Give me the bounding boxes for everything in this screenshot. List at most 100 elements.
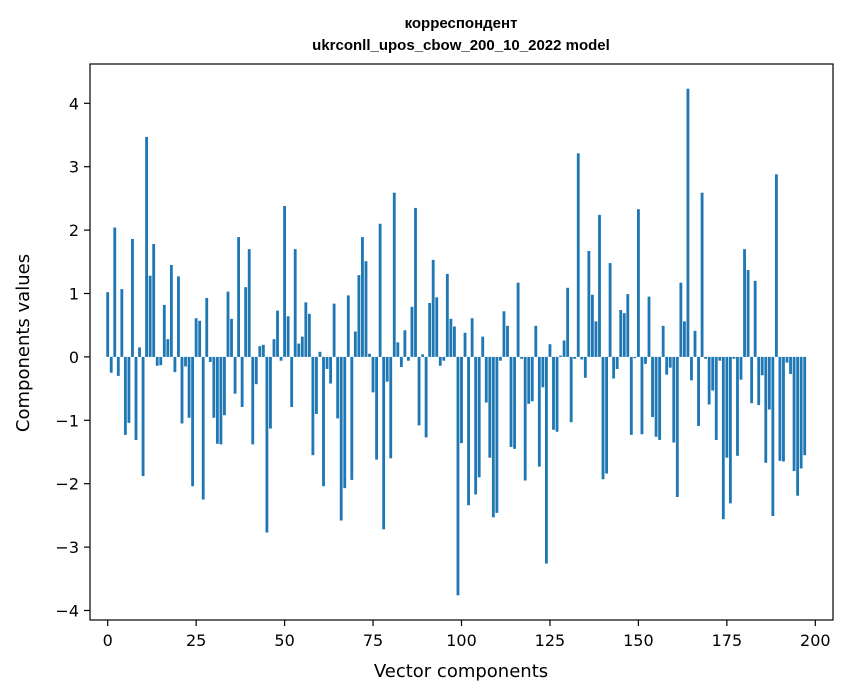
y-tick-label: −2 (55, 475, 79, 494)
bar-component-60 (318, 351, 322, 357)
bar-component-73 (364, 261, 368, 357)
x-tick-label: 175 (712, 631, 743, 650)
y-tick-label: −3 (55, 538, 79, 557)
bar-component-141 (605, 356, 608, 474)
bar-component-131 (569, 356, 573, 423)
bar-component-177 (732, 356, 736, 359)
bar-component-187 (767, 356, 771, 410)
bar-component-146 (622, 313, 626, 357)
bar-component-103 (470, 318, 474, 357)
bar-component-157 (661, 325, 665, 357)
bar-component-137 (590, 294, 594, 357)
x-tick-label: 75 (363, 631, 383, 650)
bar-component-58 (311, 356, 315, 456)
bar-component-95 (442, 356, 446, 361)
x-axis-ticks: 0 25 50 75 100 125 150 175 200 (103, 620, 831, 650)
bar-component-82 (396, 342, 400, 357)
bar-component-181 (746, 270, 750, 357)
bar-component-130 (566, 287, 570, 357)
bar-component-192 (785, 356, 789, 363)
bar-component-52 (290, 356, 294, 407)
bar-component-41 (251, 356, 255, 445)
bar-component-2 (113, 227, 117, 357)
bar-component-134 (580, 356, 584, 360)
bar-component-104 (474, 356, 478, 495)
bar-component-107 (484, 356, 488, 403)
bar-component-7 (131, 238, 134, 357)
bar-component-125 (548, 344, 552, 357)
bar-component-1 (109, 356, 113, 373)
bar-component-166 (693, 330, 697, 357)
bar-component-111 (499, 356, 502, 361)
bar-component-175 (725, 356, 729, 458)
bar-component-25 (194, 318, 198, 357)
bar-component-35 (230, 318, 233, 357)
bar-component-97 (449, 318, 453, 357)
bar-component-51 (286, 316, 290, 357)
bar-component-26 (198, 320, 202, 357)
bar-component-183 (753, 280, 757, 357)
bar-component-176 (728, 356, 732, 504)
bar-component-161 (675, 356, 679, 498)
bar-component-88 (417, 356, 421, 426)
bar-component-71 (357, 275, 361, 357)
bar-component-91 (428, 303, 432, 357)
bar-component-147 (626, 294, 630, 357)
bar-component-17 (166, 339, 170, 357)
bar-component-75 (371, 356, 375, 393)
bar-component-86 (410, 306, 414, 357)
bar-component-80 (389, 356, 393, 459)
bar-component-122 (537, 356, 541, 467)
bar-component-170 (707, 356, 711, 405)
bar-component-154 (651, 356, 654, 418)
bar-component-8 (134, 356, 138, 440)
bars-group (106, 88, 807, 596)
bar-component-29 (208, 356, 212, 362)
y-tick-label: 3 (69, 158, 79, 177)
bar-component-61 (322, 356, 325, 487)
bar-component-128 (559, 355, 562, 357)
bar-component-94 (438, 356, 442, 366)
bar-component-38 (240, 356, 244, 407)
bar-component-40 (247, 249, 251, 357)
x-tick-label: 100 (446, 631, 477, 650)
bar-component-143 (612, 356, 616, 379)
bar-component-57 (307, 313, 311, 357)
bar-component-140 (601, 356, 605, 480)
bar-component-22 (184, 356, 187, 367)
bar-component-135 (583, 356, 587, 378)
bar-component-55 (300, 336, 304, 357)
bar-component-129 (562, 340, 566, 357)
bar-component-83 (399, 356, 403, 368)
bar-component-167 (697, 356, 700, 426)
bar-component-171 (711, 356, 715, 391)
bar-component-5 (123, 356, 127, 435)
x-tick-label: 150 (623, 631, 654, 650)
y-tick-label: 4 (69, 94, 79, 113)
bar-component-37 (237, 237, 241, 357)
bar-component-109 (491, 356, 495, 518)
x-tick-label: 50 (274, 631, 294, 650)
bar-component-15 (159, 356, 163, 366)
bar-component-102 (467, 356, 470, 506)
bar-component-160 (672, 356, 676, 443)
bar-component-113 (506, 325, 509, 357)
bar-component-159 (668, 356, 672, 368)
x-tick-label: 0 (103, 631, 113, 650)
bar-component-191 (782, 356, 785, 462)
bar-component-47 (272, 339, 276, 357)
bar-component-118 (523, 356, 527, 481)
y-axis-ticks: −4 −3 −2 −1 0 1 2 3 4 (55, 94, 90, 620)
bar-component-158 (665, 356, 669, 375)
bar-component-78 (382, 356, 386, 530)
bar-component-19 (173, 356, 177, 373)
bar-component-81 (392, 192, 396, 357)
bar-component-44 (261, 344, 265, 357)
bar-component-14 (155, 356, 159, 366)
bar-component-54 (297, 343, 301, 357)
y-tick-label: 1 (69, 285, 79, 304)
bar-component-31 (215, 356, 219, 444)
y-axis-label: Components values (13, 254, 34, 432)
